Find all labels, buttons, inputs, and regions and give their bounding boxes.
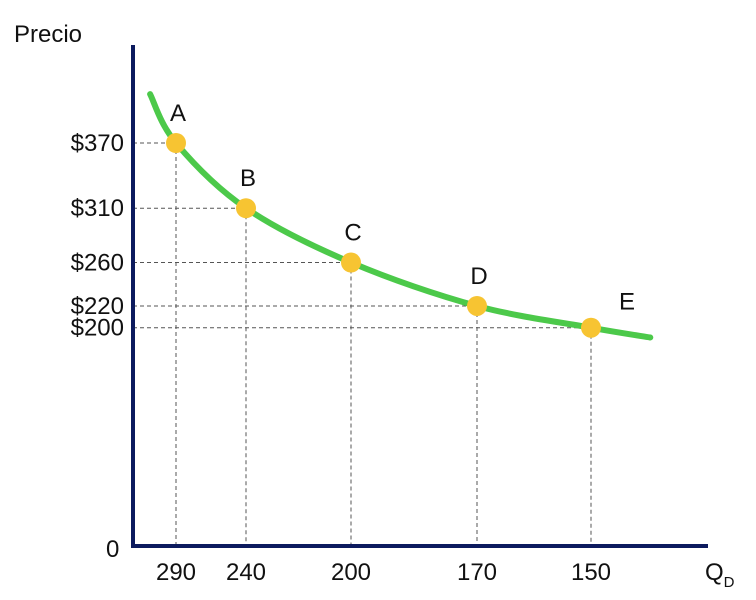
x-tick-label-290: 290 xyxy=(156,559,196,586)
x-axis-label-main: Q xyxy=(705,559,724,586)
point-e xyxy=(581,317,601,338)
axes xyxy=(131,45,708,548)
y-axis-label: Precio xyxy=(14,21,82,48)
point-a xyxy=(166,133,186,153)
y-tick-label-310: $310 xyxy=(71,195,124,222)
y-tick-label-370: $370 xyxy=(71,130,124,157)
x-tick-label-170: 170 xyxy=(457,559,497,586)
origin-label: 0 xyxy=(106,536,119,563)
point-label-c: C xyxy=(344,220,361,247)
data-points xyxy=(166,133,601,338)
y-tick-label-220: $220 xyxy=(71,293,124,320)
point-label-e: E xyxy=(619,289,635,316)
x-tick-label-150: 150 xyxy=(571,559,611,586)
point-b xyxy=(236,198,256,219)
x-axis-label: QD xyxy=(705,559,735,591)
x-tick-label-240: 240 xyxy=(226,559,266,586)
x-axis-label-sub: D xyxy=(724,574,735,591)
point-label-a: A xyxy=(170,100,186,127)
y-tick-label-200: $200 xyxy=(71,315,124,342)
point-c xyxy=(341,252,361,273)
point-label-b: B xyxy=(240,165,256,192)
labels: A $370 290 B $310 240 C $260 200 D $220 170 E $200 150 xyxy=(71,100,635,586)
guide-lines xyxy=(133,142,592,546)
y-tick-label-260: $260 xyxy=(71,250,124,277)
demand-curve xyxy=(147,91,654,341)
x-tick-label-200: 200 xyxy=(331,559,371,586)
point-d xyxy=(467,295,487,316)
point-label-d: D xyxy=(470,263,487,290)
